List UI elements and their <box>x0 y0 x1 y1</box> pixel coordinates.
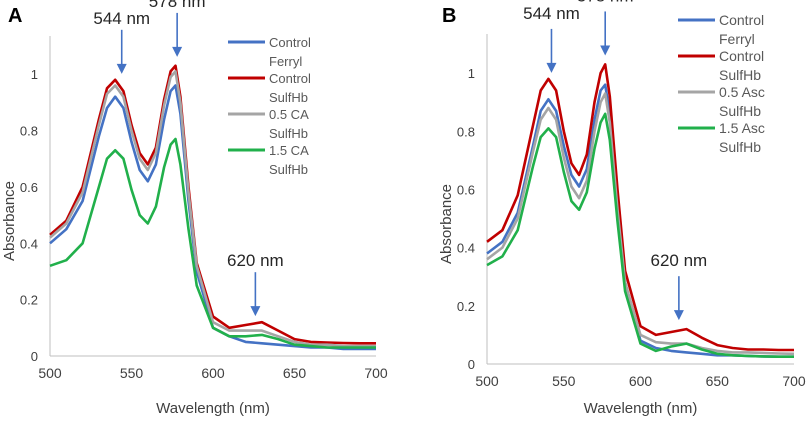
legend-entry-text: Control <box>269 71 311 86</box>
x-tick-label: 700 <box>782 373 806 389</box>
annotation-label: 544 nm <box>523 4 580 23</box>
x-tick-label: 550 <box>120 365 144 381</box>
annotation-arrowhead <box>172 46 183 57</box>
annotation-arrowhead <box>673 310 684 321</box>
legend-entry-text: Control <box>719 12 764 28</box>
legend-entry-text: Control <box>719 48 764 64</box>
series-line-2 <box>49 64 376 345</box>
legend-entry-text: SulfHb <box>719 67 761 83</box>
annotation-arrowhead <box>116 63 127 74</box>
chart-panel-b: B 500 550 600 650 700 0 0.2 0.4 0.6 0.8 1 Wavelength… <box>438 0 806 417</box>
chart-panel-a: A 500 550 600 650 700 0 0.2 0.4 0.6 0.8 1 Wavelength… <box>1 0 388 417</box>
x-tick-label: 500 <box>38 365 62 381</box>
x-tick-label: 700 <box>364 365 388 381</box>
legend-entry-text: 0.5 Asc <box>719 84 765 100</box>
series-line-4 <box>49 137 376 349</box>
series-line-3 <box>49 70 376 348</box>
y-axis-label: Absorbance <box>1 181 18 261</box>
annotation-arrowhead <box>250 306 261 317</box>
x-tick-label: 650 <box>706 373 730 389</box>
y-axis-label: Absorbance <box>438 184 455 264</box>
x-tick-label: 500 <box>475 373 499 389</box>
series-line-2 <box>486 63 794 352</box>
y-tick-label: 0.2 <box>457 299 475 314</box>
y-tick-label: 0.8 <box>20 124 38 139</box>
legend-entry-text: SulfHb <box>269 90 308 105</box>
y-tick-label: 0.4 <box>457 241 475 256</box>
x-tick-label: 600 <box>629 373 653 389</box>
legend-entry-text: SulfHb <box>269 162 308 177</box>
series-line-1 <box>49 84 376 351</box>
y-tick-label: 0.2 <box>20 293 38 308</box>
legend-entry-text: 1.5 CA <box>269 143 309 158</box>
x-tick-label: 550 <box>552 373 576 389</box>
legend: Control Ferryl Control SulfHb 0.5 CA SulfHb 1.… <box>228 35 311 177</box>
panel-label: B <box>442 5 456 27</box>
legend-entry-text: SulfHb <box>269 126 308 141</box>
annotation-label: 578 nm <box>149 0 206 11</box>
x-axis-label: Wavelength (nm) <box>584 400 698 417</box>
y-tick-label: 0 <box>468 357 475 372</box>
annotation-label: 620 nm <box>651 251 708 270</box>
legend-entry-text: Control <box>269 35 311 50</box>
y-tick-label: 0 <box>31 349 38 364</box>
legend-entry-text: 0.5 CA <box>269 107 309 122</box>
annotation-arrowhead <box>600 45 611 56</box>
legend-entry-text: Ferryl <box>269 54 302 69</box>
legend-entry-text: Ferryl <box>719 31 755 47</box>
legend-entry-text: 1.5 Asc <box>719 120 765 136</box>
annotation-label: 578 nm <box>577 0 634 5</box>
y-tick-label: 0.4 <box>20 236 38 251</box>
series-line-4 <box>486 112 794 358</box>
x-tick-label: 600 <box>201 365 225 381</box>
annotation-arrowhead <box>546 62 557 73</box>
legend-entry-text: SulfHb <box>719 139 761 155</box>
y-tick-label: 1 <box>468 66 475 81</box>
annotation-label: 544 nm <box>93 9 150 28</box>
x-tick-label: 650 <box>283 365 307 381</box>
annotation-label: 620 nm <box>227 251 284 270</box>
panel-label: A <box>8 5 22 27</box>
y-tick-label: 0.8 <box>457 124 475 139</box>
x-axis-label: Wavelength (nm) <box>156 400 270 417</box>
y-tick-label: 1 <box>31 67 38 82</box>
y-tick-label: 0.6 <box>20 180 38 195</box>
series-line-3 <box>486 92 795 356</box>
y-tick-label: 0.6 <box>457 182 475 197</box>
legend-entry-text: SulfHb <box>719 103 761 119</box>
